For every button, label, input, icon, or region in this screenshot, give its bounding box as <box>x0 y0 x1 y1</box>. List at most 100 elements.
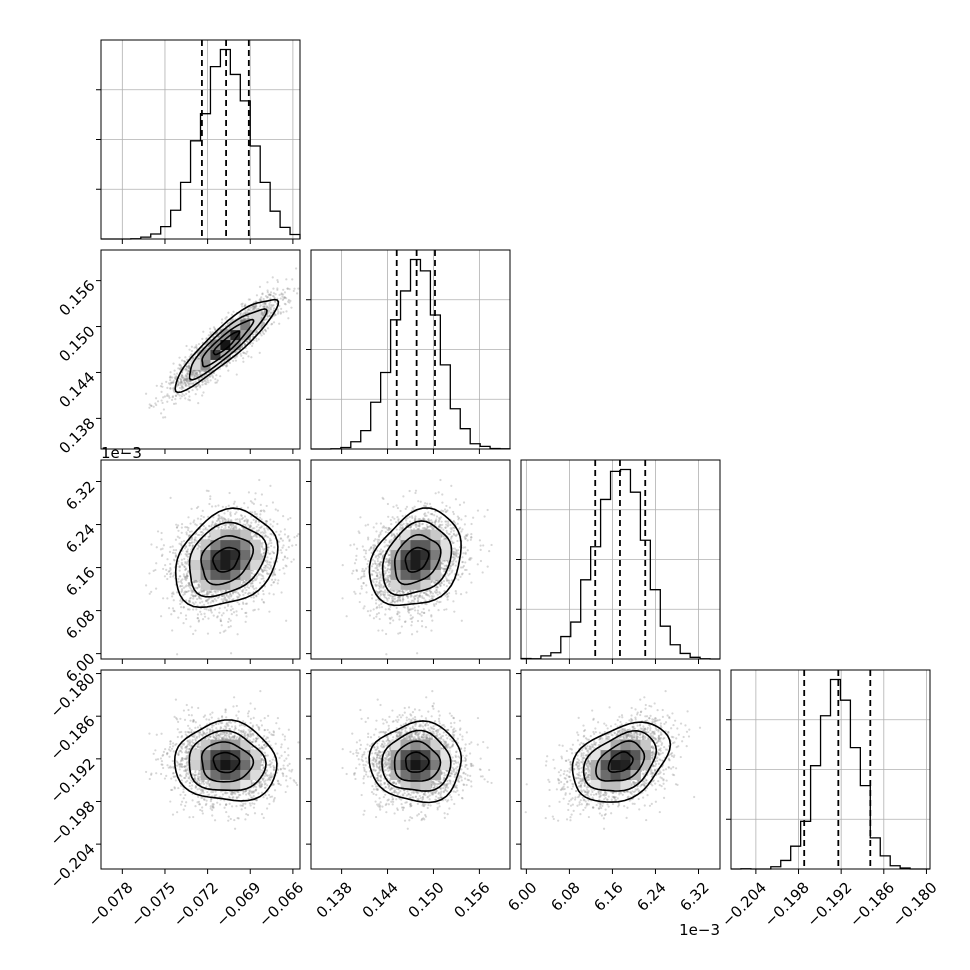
scatter-point <box>285 297 288 300</box>
scatter-point <box>209 601 212 604</box>
scatter-point <box>227 311 230 314</box>
scatter-point <box>234 518 237 521</box>
scatter-point <box>225 609 229 612</box>
scatter-point <box>257 592 260 596</box>
scatter-point <box>291 544 294 547</box>
scatter-point <box>286 536 289 539</box>
scatter-point <box>196 371 199 374</box>
scatter-point <box>235 511 238 514</box>
scatter-point <box>251 580 255 583</box>
scatter-point <box>206 599 209 603</box>
scatter-point <box>219 619 222 623</box>
scatter-point <box>261 331 264 334</box>
scatter-point <box>187 366 190 369</box>
scatter-point <box>209 609 212 612</box>
scatter-point <box>262 548 266 551</box>
scatter-point <box>183 565 186 568</box>
scatter-point <box>267 528 270 531</box>
scatter-point <box>276 312 280 315</box>
scatter-point <box>175 523 178 526</box>
histogram-panel-1 <box>306 249 511 454</box>
scatter-point <box>171 381 174 384</box>
scatter-point <box>266 563 269 566</box>
scatter-point <box>196 357 200 360</box>
scatter-point <box>263 552 266 555</box>
scatter-point <box>186 381 189 385</box>
scatter-point <box>162 416 165 419</box>
scatter-point <box>272 551 275 554</box>
scatter-point <box>198 597 201 600</box>
panel-frame <box>100 249 301 450</box>
scatter-point <box>225 593 228 596</box>
scatter-point <box>262 509 265 512</box>
contour-line <box>201 318 255 368</box>
scatter-point <box>184 367 187 371</box>
scatter-point <box>246 592 250 595</box>
scatter-point <box>196 613 200 616</box>
scatter-point <box>194 386 197 389</box>
scatter-point <box>252 306 255 309</box>
histogram-step <box>101 48 301 240</box>
scatter-point <box>243 343 247 346</box>
scatter-point <box>188 383 191 386</box>
scatter-point <box>272 295 276 298</box>
scatter-point <box>197 342 201 346</box>
scatter-point <box>178 565 182 568</box>
scatter-point <box>287 317 290 320</box>
scatter-point <box>261 305 265 308</box>
scatter-point <box>197 583 200 586</box>
scatter-point <box>222 612 225 615</box>
scatter-point <box>268 610 271 613</box>
scatter-point <box>218 611 221 614</box>
scatter-point <box>276 308 279 311</box>
scatter-point <box>185 378 188 381</box>
scatter-point <box>290 306 293 309</box>
scatter-point <box>242 312 245 315</box>
scatter-point <box>201 617 205 621</box>
scatter-point <box>285 619 288 622</box>
scatter-point <box>282 515 285 518</box>
scatter-point <box>184 378 187 382</box>
scatter-point <box>180 561 183 564</box>
scatter-point <box>239 514 243 517</box>
scatter-point <box>262 601 266 604</box>
scatter-point <box>202 603 206 606</box>
scatter-point <box>227 603 230 606</box>
scatter-point <box>190 537 194 540</box>
scatter-point <box>186 575 189 578</box>
scatter-point <box>264 295 268 298</box>
scatter-point <box>199 371 202 374</box>
scatter-point <box>215 374 218 377</box>
scatter-point <box>156 530 160 533</box>
scatter-point <box>301 544 303 546</box>
scatter-point <box>206 591 209 594</box>
scatter-point <box>241 590 244 593</box>
scatter-point <box>164 564 167 567</box>
scatter-point <box>261 570 264 573</box>
scatter-point <box>269 566 272 569</box>
scatter-point <box>249 525 252 528</box>
scatter-point <box>221 589 224 593</box>
scatter-point <box>270 322 274 325</box>
scatter-point <box>196 388 199 391</box>
scatter-point <box>174 554 177 557</box>
scatter-point <box>262 311 265 314</box>
scatter-point <box>251 582 254 585</box>
scatter-point <box>273 573 277 576</box>
scatter-point <box>155 384 158 387</box>
scatter-point <box>216 331 219 334</box>
x-tick-label: −0.204 <box>718 879 770 931</box>
scatter-point <box>258 351 261 355</box>
scatter-point <box>309 271 311 273</box>
scatter-point <box>269 523 272 526</box>
scatter-point <box>232 502 236 505</box>
scatter-point <box>285 310 288 313</box>
grid <box>311 250 510 449</box>
scatter-point <box>268 539 271 542</box>
scatter-point <box>166 386 169 389</box>
scatter-point <box>154 568 157 572</box>
scatter-point <box>172 592 175 596</box>
scatter-point <box>197 584 201 587</box>
scatter-point <box>192 381 195 384</box>
scatter-point <box>214 381 217 384</box>
